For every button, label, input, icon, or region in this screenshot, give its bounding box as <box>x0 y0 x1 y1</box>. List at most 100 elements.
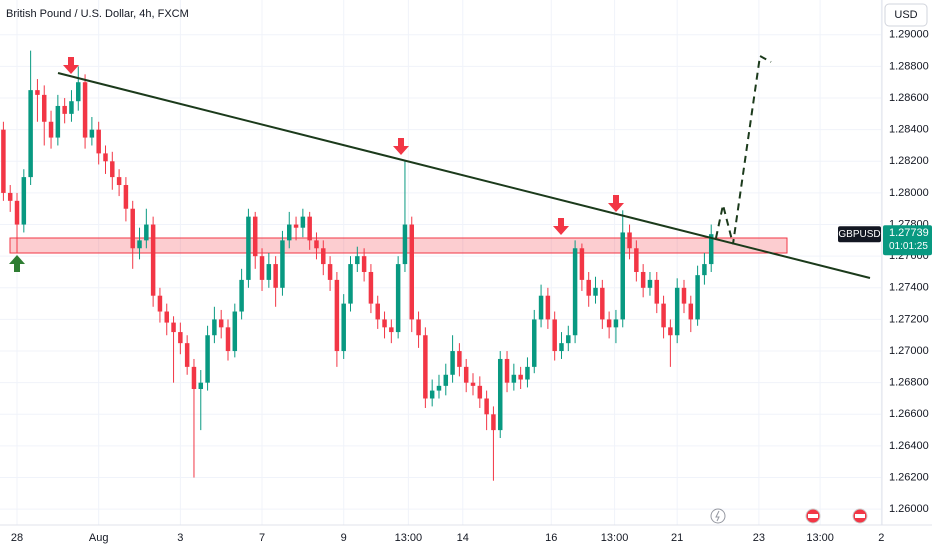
candle-body <box>463 366 469 383</box>
candle-body <box>559 343 564 352</box>
x-tick-label: Aug <box>89 532 109 544</box>
candle-body <box>137 240 142 249</box>
down-arrow <box>63 57 79 74</box>
candle-body <box>171 322 176 333</box>
candle-body <box>566 335 571 344</box>
candle-body <box>518 374 523 380</box>
candle-body <box>627 232 632 249</box>
candle-body <box>525 366 530 380</box>
candle-body <box>62 105 67 114</box>
flag-icon <box>808 514 818 518</box>
candle-body <box>429 390 435 399</box>
candle-body <box>48 121 54 138</box>
candle-body <box>41 94 47 122</box>
last-price-tag <box>883 225 932 256</box>
down-arrow <box>553 218 569 235</box>
candle-body <box>191 366 197 390</box>
y-tick-label: 1.26000 <box>889 503 929 515</box>
candle-body <box>246 216 251 280</box>
candle-body <box>708 234 714 265</box>
candle-body <box>395 264 401 333</box>
x-tick-label: 16 <box>545 532 557 544</box>
candle-body <box>620 232 625 320</box>
y-tick-label: 1.28400 <box>889 124 929 136</box>
candle-body <box>89 129 95 138</box>
lightning-icon <box>710 508 726 524</box>
currency-label[interactable]: USD <box>894 9 917 21</box>
candle-body <box>35 90 40 95</box>
up-arrow <box>9 255 25 272</box>
x-tick-label: 3 <box>177 532 183 544</box>
candle-body <box>361 256 367 272</box>
countdown-label: 01:01:25 <box>889 241 928 252</box>
candle-body <box>572 248 578 336</box>
candle-body <box>232 311 238 352</box>
candle-body <box>450 351 455 375</box>
candle-body <box>409 224 415 320</box>
y-tick-label: 1.28800 <box>889 60 929 72</box>
x-tick-label: 13:00 <box>806 532 834 544</box>
candle-body <box>368 271 374 304</box>
price-tag: GBPUSD 1.27739 01:01:25 <box>838 225 932 256</box>
candle-body <box>382 319 387 328</box>
candle-body <box>259 256 265 280</box>
candle-body <box>695 275 700 320</box>
y-tick-label: 1.26200 <box>889 471 929 483</box>
candle-body <box>402 224 408 265</box>
candle-body <box>491 414 496 431</box>
candle-body <box>314 240 319 249</box>
candle-body <box>55 105 61 138</box>
y-tick-label: 1.27000 <box>889 345 929 357</box>
candle-body <box>586 279 591 296</box>
x-tick-label: 13:00 <box>395 532 423 544</box>
candle-body <box>280 240 285 288</box>
x-tick-label: 7 <box>259 532 265 544</box>
candle-body <box>273 264 278 288</box>
candle-body <box>205 335 210 383</box>
y-tick-label: 1.26400 <box>889 440 929 452</box>
symbol-label: GBPUSD <box>838 229 880 240</box>
candle-body <box>14 200 20 225</box>
y-tick-label: 1.28600 <box>889 92 929 104</box>
candle-body <box>178 332 183 344</box>
projection-path <box>715 54 772 245</box>
candle-body <box>654 279 660 304</box>
x-tick-label: 21 <box>671 532 683 544</box>
candle-body <box>613 319 619 328</box>
candle-body <box>130 208 135 249</box>
y-tick-label: 1.26600 <box>889 408 929 420</box>
event-icons <box>710 508 868 524</box>
candle-body <box>252 216 258 257</box>
candle-body <box>150 224 156 296</box>
candle-body <box>375 303 380 320</box>
candle-body <box>300 216 306 228</box>
candle-body <box>184 343 190 367</box>
candle-body <box>532 319 537 367</box>
candle-body <box>423 335 428 399</box>
candle-body <box>674 287 680 336</box>
candle-body <box>457 351 462 367</box>
candle-body <box>198 382 204 390</box>
candle-body <box>511 374 517 383</box>
candle-body <box>69 101 74 114</box>
candle-body <box>266 264 272 280</box>
last-price-label: 1.27739 <box>889 227 929 239</box>
candle-body <box>538 295 544 320</box>
candle-body <box>96 129 101 154</box>
trend-line <box>57 72 871 279</box>
x-tick-label: 13:00 <box>601 532 629 544</box>
currency-button[interactable] <box>884 3 928 27</box>
y-tick-label: 1.28000 <box>889 187 929 199</box>
candle-body <box>634 248 639 272</box>
candle-body <box>552 319 557 352</box>
candle-body <box>389 327 394 333</box>
candle-body <box>661 303 666 328</box>
candle-body <box>647 279 653 288</box>
candle-body <box>443 374 449 386</box>
candle-body <box>355 256 360 265</box>
candle-body <box>477 385 483 399</box>
y-tick-label: 1.26800 <box>889 377 929 389</box>
grid <box>0 0 882 525</box>
